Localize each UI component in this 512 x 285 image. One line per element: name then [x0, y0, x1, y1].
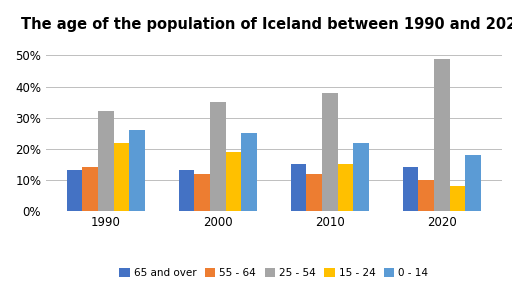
Bar	[67, 170, 82, 211]
Bar	[434, 58, 450, 211]
Bar	[418, 180, 434, 211]
Bar	[130, 130, 145, 211]
Bar	[242, 133, 257, 211]
Bar	[179, 170, 195, 211]
Bar	[465, 155, 481, 211]
Bar	[322, 93, 338, 211]
Bar	[353, 142, 369, 211]
Bar	[82, 167, 98, 211]
Bar	[210, 102, 226, 211]
Title: The age of the population of Iceland between 1990 and 2020: The age of the population of Iceland bet…	[21, 17, 512, 32]
Bar	[450, 186, 465, 211]
Bar	[306, 174, 322, 211]
Bar	[114, 142, 130, 211]
Bar	[98, 111, 114, 211]
Legend: 65 and over, 55 - 64, 25 - 54, 15 - 24, 0 - 14: 65 and over, 55 - 64, 25 - 54, 15 - 24, …	[115, 264, 433, 282]
Bar	[338, 164, 353, 211]
Bar	[402, 167, 418, 211]
Bar	[226, 152, 242, 211]
Bar	[195, 174, 210, 211]
Bar	[291, 164, 306, 211]
